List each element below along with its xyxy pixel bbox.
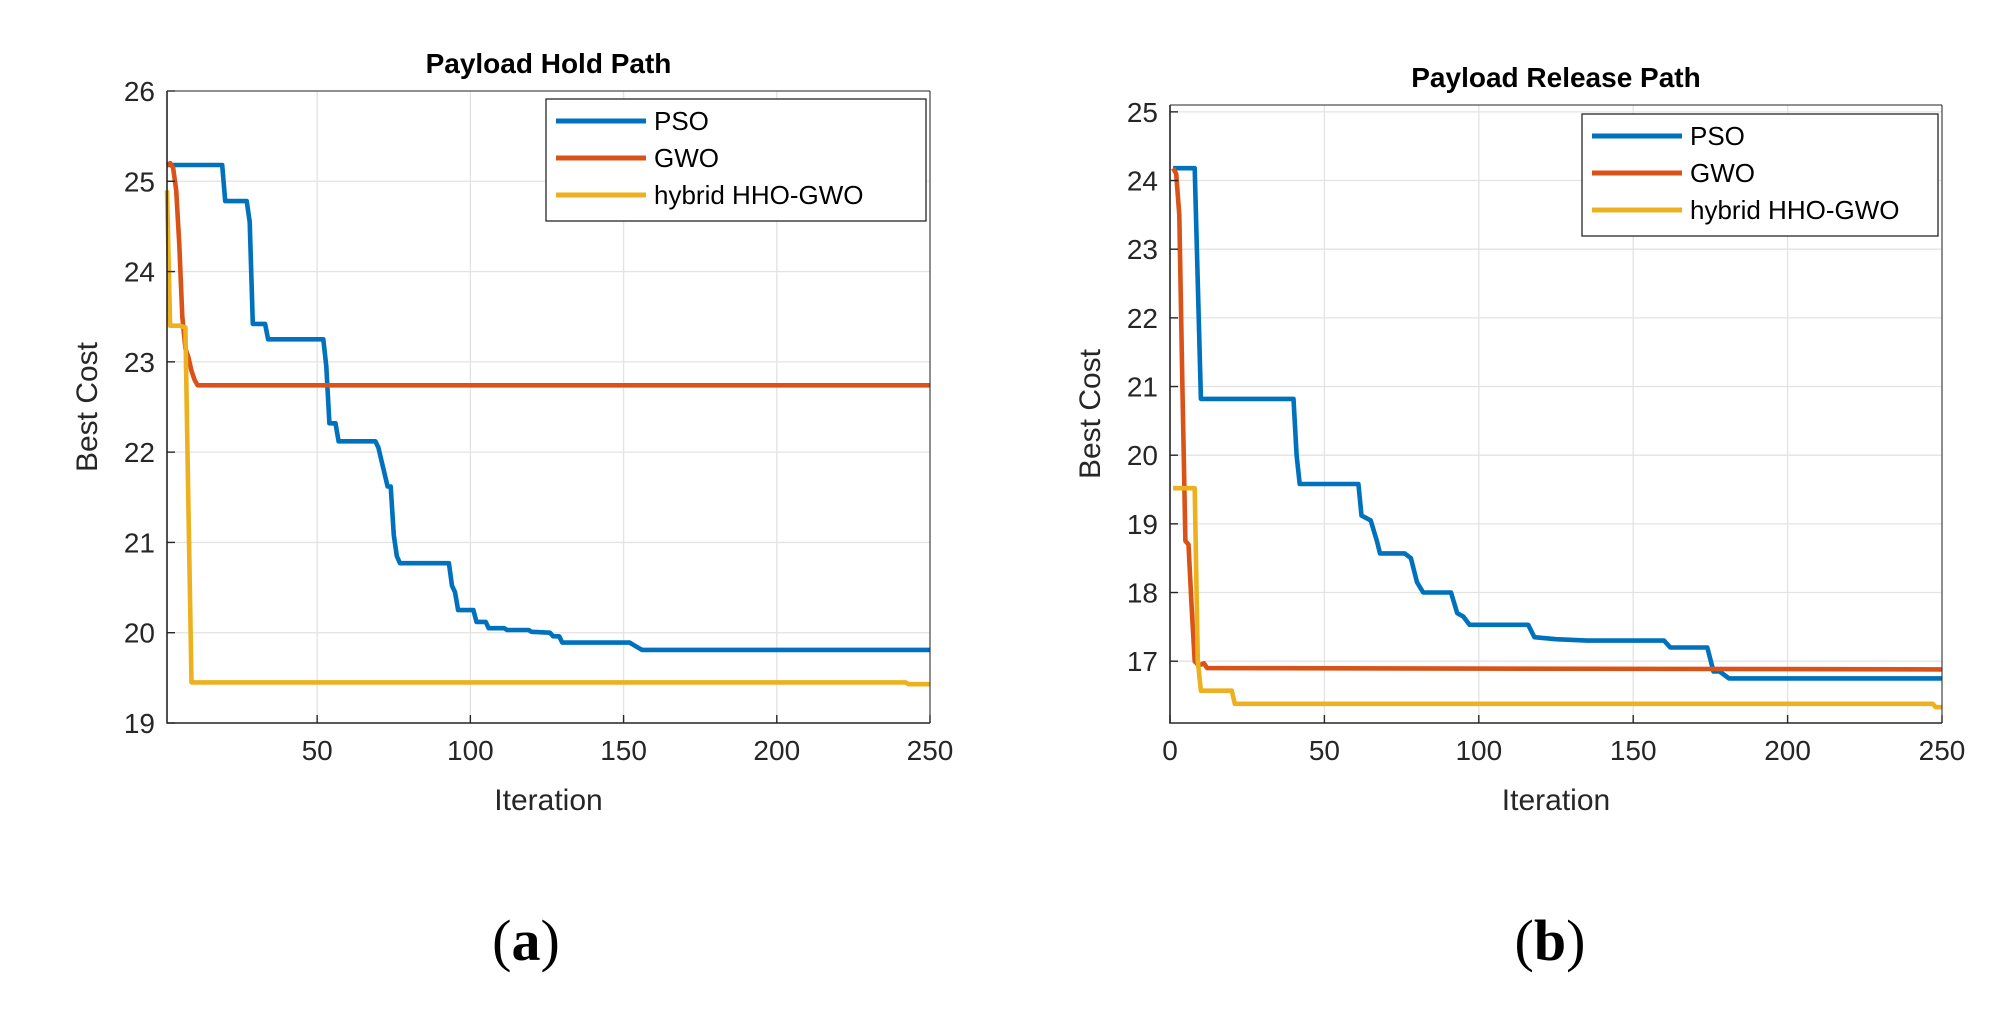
x-tick-label: 150 (600, 735, 647, 766)
chart-b: 0 50 100 150 200 250 17 18 19 20 21 22 23 24 25 Payload… (1074, 62, 1965, 973)
subfigure-caption: (a) (492, 908, 560, 973)
y-tick-label: 18 (1127, 578, 1158, 609)
caption-paren-open: ( (492, 908, 511, 973)
legend-label: hybrid HHO-GWO (654, 180, 863, 210)
x-tick-label: 0 (1162, 735, 1178, 766)
y-axis-label: Best Cost (71, 341, 104, 472)
series-line-pso (167, 162, 930, 653)
caption-letter: b (1534, 908, 1566, 973)
y-axis-label: Best Cost (1074, 348, 1107, 479)
legend-label: PSO (1690, 121, 1745, 151)
x-tick-label: 50 (1309, 735, 1340, 766)
caption-paren-close: ) (1566, 908, 1585, 973)
y-tick-label: 22 (124, 437, 155, 468)
chart-title: Payload Hold Path (426, 48, 672, 79)
y-tick-label: 26 (124, 76, 155, 107)
y-tick-label: 20 (124, 618, 155, 649)
y-tick-label: 21 (124, 527, 155, 558)
y-tick-label: 21 (1127, 372, 1158, 403)
y-tick-label: 25 (1127, 97, 1158, 128)
x-tick-label: 100 (447, 735, 494, 766)
x-tick-label: 200 (753, 735, 800, 766)
y-tick-label: 20 (1127, 440, 1158, 471)
y-tick-label: 19 (1127, 509, 1158, 540)
legend: PSO GWO hybrid HHO-GWO (1581, 113, 1939, 237)
legend: PSO GWO hybrid HHO-GWO (545, 98, 927, 222)
x-axis-label: Iteration (1502, 784, 1610, 817)
x-tick-label: 100 (1455, 735, 1502, 766)
y-tick-label: 24 (124, 257, 155, 288)
series-line-pso (1173, 165, 1942, 681)
caption-letter: a (512, 908, 541, 973)
legend-label: PSO (654, 106, 709, 136)
subfigure-caption: (b) (1515, 908, 1586, 973)
x-tick-label: 150 (1610, 735, 1657, 766)
y-tick-label: 22 (1127, 303, 1158, 334)
series-line-gwo (1171, 167, 1943, 672)
y-tick-label: 23 (124, 347, 155, 378)
caption-paren-close: ) (541, 908, 560, 973)
x-tick-label: 200 (1764, 735, 1811, 766)
y-tick-label: 24 (1127, 166, 1158, 197)
y-tick-label: 23 (1127, 234, 1158, 265)
x-tick-label: 250 (907, 735, 954, 766)
legend-label: hybrid HHO-GWO (1690, 195, 1899, 225)
series-line-hybrid-hho-gwo (164, 190, 930, 687)
y-tick-label: 17 (1127, 646, 1158, 677)
x-tick-label: 50 (302, 735, 333, 766)
caption-paren-open: ( (1515, 908, 1534, 973)
x-tick-label: 250 (1919, 735, 1966, 766)
legend-label: GWO (1690, 158, 1755, 188)
chart-a: 50 100 150 200 250 19 20 21 22 23 24 25 26 Payload Ho… (71, 48, 953, 973)
x-axis-label: Iteration (494, 784, 602, 817)
series-line-hybrid-hho-gwo (1173, 485, 1942, 710)
chart-title: Payload Release Path (1411, 62, 1700, 93)
y-tick-label: 19 (124, 708, 155, 739)
legend-label: GWO (654, 143, 719, 173)
y-tick-label: 25 (124, 166, 155, 197)
